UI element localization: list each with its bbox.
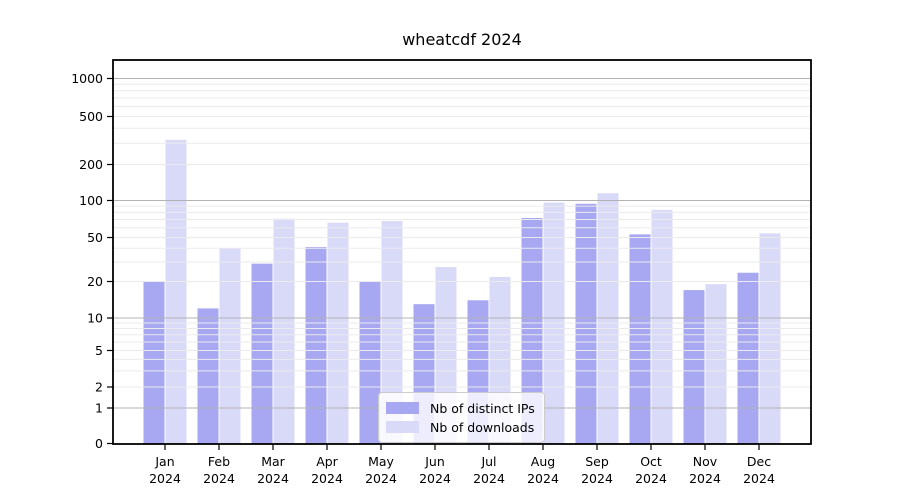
y-tick-label: 50 (87, 230, 103, 245)
x-tick-label-year: 2024 (203, 471, 235, 486)
legend: Nb of distinct IPs Nb of downloads (378, 392, 545, 443)
x-tick-label-month: Feb (208, 454, 230, 469)
x-tick-label-year: 2024 (581, 471, 613, 486)
x-tick-label-year: 2024 (419, 471, 451, 486)
legend-swatch-downloads (386, 421, 419, 433)
legend-item-downloads: Nb of downloads (386, 418, 540, 436)
x-tick-label-year: 2024 (689, 471, 721, 486)
y-tick-label: 0 (95, 436, 103, 451)
x-tick-label-year: 2024 (635, 471, 667, 486)
bar-nb-of-downloads-may (381, 221, 403, 444)
legend-item-distinct-ips: Nb of distinct IPs (386, 399, 540, 417)
x-tick-label-year: 2024 (311, 471, 343, 486)
plot-border (112, 59, 812, 445)
y-tick-label: 5 (95, 343, 103, 358)
bar-nb-of-distinct-ips-oct (629, 234, 651, 444)
bar-nb-of-downloads-mar (273, 218, 295, 444)
legend-label-downloads: Nb of downloads (430, 419, 535, 435)
y-tick-label: 1 (95, 400, 103, 415)
bar-nb-of-distinct-ips-apr (305, 247, 327, 444)
y-tick-label: 20 (87, 274, 103, 289)
x-tick-label-month: Nov (693, 454, 718, 469)
bar-nb-of-distinct-ips-sep (575, 203, 597, 444)
bar-nb-of-downloads-oct (651, 209, 673, 444)
x-tick-label-month: Aug (531, 454, 555, 469)
y-tick-label: 1000 (71, 71, 103, 86)
x-tick-label-month: Jun (424, 454, 445, 469)
bar-nb-of-distinct-ips-jan (143, 281, 165, 444)
bar-nb-of-downloads-nov (705, 284, 727, 444)
chart-title: wheatcdf 2024 (402, 30, 522, 49)
legend-label-distinct-ips: Nb of distinct IPs (430, 400, 535, 416)
bar-nb-of-downloads-feb (219, 248, 241, 444)
bar-nb-of-downloads-jan (165, 139, 187, 444)
y-tick-label: 100 (79, 193, 103, 208)
legend-swatch-distinct-ips (386, 402, 419, 414)
x-tick-label-month: Sep (585, 454, 609, 469)
bar-nb-of-distinct-ips-mar (251, 263, 273, 444)
x-tick-label-month: Apr (316, 454, 338, 469)
x-tick-label-year: 2024 (743, 471, 775, 486)
x-tick-label-year: 2024 (527, 471, 559, 486)
y-tick-label: 200 (79, 157, 103, 172)
x-tick-label-year: 2024 (149, 471, 181, 486)
gridlines (113, 77, 811, 409)
x-tick-label-month: Dec (747, 454, 771, 469)
bar-nb-of-downloads-dec (759, 233, 781, 444)
x-tick-label-month: Jan (154, 454, 174, 469)
y-tick-label: 2 (95, 379, 103, 394)
x-tick-label-year: 2024 (257, 471, 289, 486)
x-tick-label-month: Oct (640, 454, 662, 469)
axes: 0 1 2 5 10 20 50 100 200 500 1000 Jan 2024 Feb 2024 Mar… (71, 59, 812, 486)
x-tick-label-year: 2024 (473, 471, 505, 486)
bar-nb-of-downloads-apr (327, 222, 349, 444)
x-tick-label-month: Mar (261, 454, 285, 469)
y-tick-label: 10 (87, 310, 103, 325)
bar-nb-of-distinct-ips-nov (683, 290, 705, 444)
bar-nb-of-distinct-ips-dec (737, 272, 759, 444)
x-tick-label-month: Jul (480, 454, 496, 469)
y-tick-label: 500 (79, 109, 103, 124)
x-tick-label-year: 2024 (365, 471, 397, 486)
bar-nb-of-distinct-ips-may (359, 281, 381, 444)
x-tick-label-month: May (368, 454, 394, 469)
